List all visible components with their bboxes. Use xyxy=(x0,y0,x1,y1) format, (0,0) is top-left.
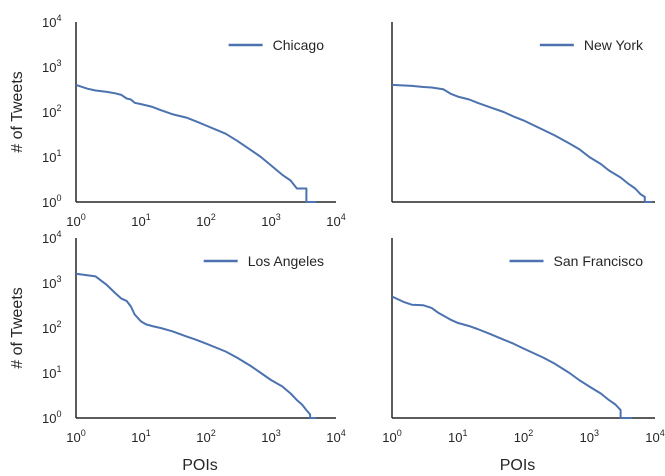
x-tick-label: 101 xyxy=(131,212,150,229)
legend-label: San Francisco xyxy=(554,253,644,269)
y-tick-label: 103 xyxy=(42,58,61,75)
y-tick-label: 103 xyxy=(42,274,61,291)
x-tick-label: 104 xyxy=(326,428,345,445)
series-line xyxy=(75,272,317,419)
x-tick-label: 103 xyxy=(261,212,280,229)
x-tick-label: 102 xyxy=(196,428,215,445)
x-axis-title: POIs xyxy=(182,457,218,474)
x-tick-label: 100 xyxy=(66,212,85,229)
y-tick-label: 101 xyxy=(42,364,61,381)
y-axis-title: # of Tweets xyxy=(9,287,26,369)
chart-panel-4: 100 101 102 103 104 San Francisco POIs xyxy=(382,238,665,474)
y-tick-label: 104 xyxy=(42,13,61,30)
x-tick-label: 104 xyxy=(645,428,664,445)
x-tick-label: 100 xyxy=(66,428,85,445)
x-tick-label: 101 xyxy=(448,428,467,445)
series-line xyxy=(391,83,652,203)
legend-label: Los Angeles xyxy=(248,253,324,269)
legend-label: New York xyxy=(584,37,644,53)
chart-panel-3: 100 101 102 103 104 100 101 102 103 104 Los Angele… xyxy=(9,229,346,474)
y-axis-title: # of Tweets xyxy=(9,71,26,153)
legend-label: Chicago xyxy=(273,37,325,53)
series-line xyxy=(75,83,317,203)
series-line xyxy=(391,295,633,419)
x-axis-title: POIs xyxy=(500,457,536,474)
x-tick-label: 102 xyxy=(514,428,533,445)
x-tick-label: 103 xyxy=(261,428,280,445)
y-tick-label: 100 xyxy=(42,193,61,210)
y-tick-label: 102 xyxy=(42,103,61,120)
x-tick-label: 104 xyxy=(326,212,345,229)
x-tick-label: 101 xyxy=(131,428,150,445)
chart-panel-1: 100 101 102 103 104 100 101 102 103 104 Chicago # o… xyxy=(9,13,346,229)
chart-panel-2: New York xyxy=(391,22,655,203)
x-tick-label: 100 xyxy=(382,428,401,445)
x-tick-label: 102 xyxy=(196,212,215,229)
y-tick-label: 101 xyxy=(42,148,61,165)
y-tick-label: 102 xyxy=(42,319,61,336)
x-tick-label: 103 xyxy=(580,428,599,445)
y-tick-label: 100 xyxy=(42,409,61,426)
y-tick-label: 104 xyxy=(42,229,61,246)
